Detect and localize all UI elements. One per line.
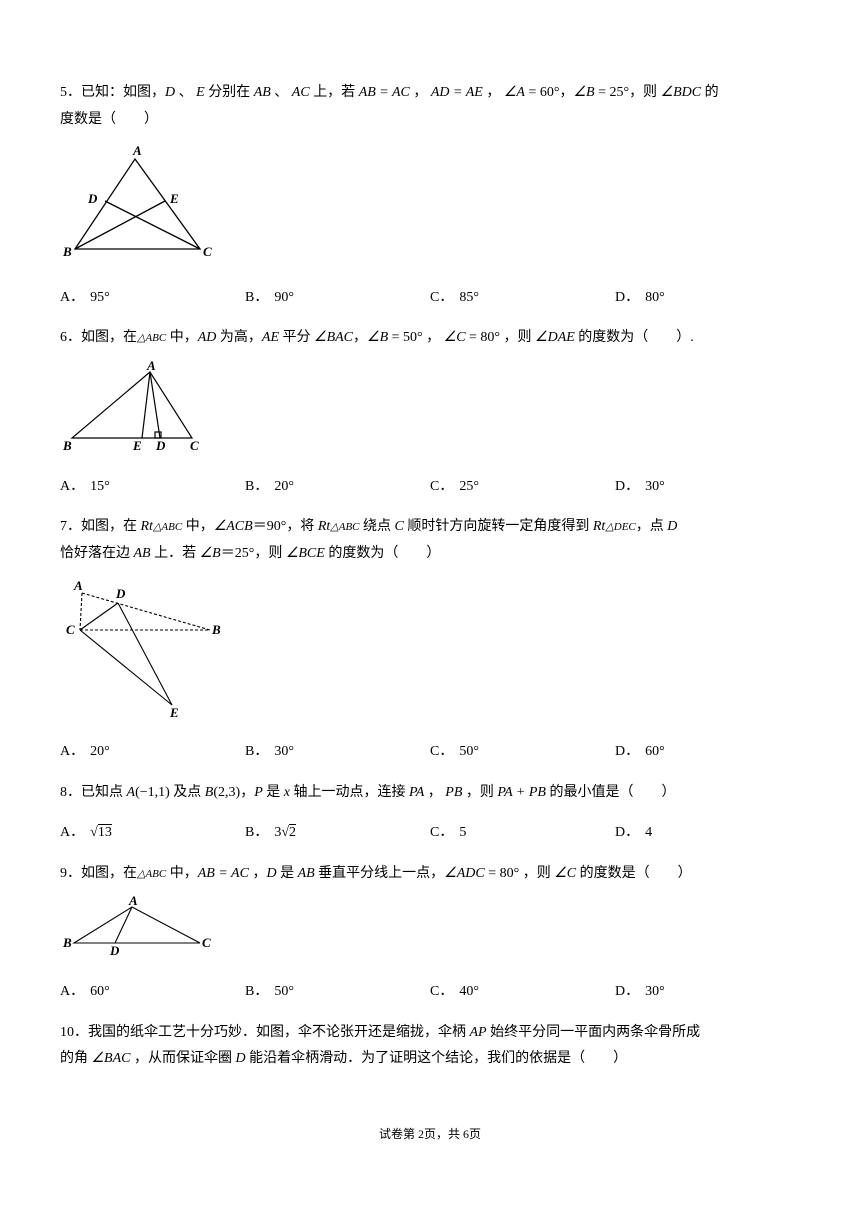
q8-options: A．√13 B．3√2 C．5 D．4 xyxy=(60,820,800,847)
q9-options: A．60° B．50° C．40° D．30° xyxy=(60,979,800,1006)
question-5: 5．已知：如图，D 、 E 分别在 AB 、 AC 上，若 AB = AC ， … xyxy=(60,80,800,133)
q7-rotation-svg: A D B C E xyxy=(60,575,230,720)
svg-text:D: D xyxy=(109,943,120,958)
page-footer: 试卷第 2页，共 6页 xyxy=(60,1123,800,1146)
q6-opt-d: D．30° xyxy=(615,474,800,501)
q7-options: A．20° B．30° C．50° D．60° xyxy=(60,739,800,766)
svg-text:D: D xyxy=(87,191,98,206)
question-6: 6．如图，在△ABC 中，AD 为高，AE 平分 ∠BAC，∠B = 50° ，… xyxy=(60,325,800,352)
q5-line2: 度数是（ ） xyxy=(60,107,800,134)
svg-text:C: C xyxy=(202,935,211,950)
svg-text:A: A xyxy=(128,895,138,908)
q7-opt-b: B．30° xyxy=(245,739,430,766)
svg-text:A: A xyxy=(132,143,142,158)
q7-opt-c: C．50° xyxy=(430,739,615,766)
q6-options: A．15° B．20° C．25° D．30° xyxy=(60,474,800,501)
q5-opt-b: B．90° xyxy=(245,285,430,312)
svg-text:C: C xyxy=(203,244,212,259)
q7-opt-d: D．60° xyxy=(615,739,800,766)
q5-D: D xyxy=(165,85,175,100)
question-9: 9．如图，在△ABC 中，AB = AC ，D 是 AB 垂直平分线上一点，∠A… xyxy=(60,861,800,888)
q9-opt-b: B．50° xyxy=(245,979,430,1006)
svg-text:E: E xyxy=(169,705,179,720)
q8-opt-a: A．√13 xyxy=(60,820,245,847)
svg-text:C: C xyxy=(66,622,75,637)
question-10: 10．我国的纸伞工艺十分巧妙．如图，伞不论张开还是缩拢，伞柄 AP 始终平分同一… xyxy=(60,1020,800,1073)
q5-text: 5．已知：如图， xyxy=(60,85,165,100)
svg-text:D: D xyxy=(115,586,126,601)
q6-opt-c: C．25° xyxy=(430,474,615,501)
q9-opt-d: D．30° xyxy=(615,979,800,1006)
q5-opt-d: D．80° xyxy=(615,285,800,312)
svg-text:B: B xyxy=(62,935,72,950)
question-8: 8．已知点 A(−1,1) 及点 B(2,3)，P 是 x 轴上一动点，连接 P… xyxy=(60,780,800,807)
svg-text:E: E xyxy=(132,438,142,453)
q6-figure: A B C E D xyxy=(60,360,800,466)
svg-text:C: C xyxy=(190,438,199,453)
q8-opt-c: C．5 xyxy=(430,820,615,847)
q9-figure: A B C D xyxy=(60,895,800,971)
q5-triangle-svg: A B C D E xyxy=(60,141,220,266)
q5-E: E xyxy=(196,85,205,100)
q5-opt-a: A．95° xyxy=(60,285,245,312)
svg-text:B: B xyxy=(211,622,221,637)
svg-text:A: A xyxy=(146,360,156,373)
q7-opt-a: A．20° xyxy=(60,739,245,766)
q5-opt-c: C．85° xyxy=(430,285,615,312)
q8-opt-d: D．4 xyxy=(615,820,800,847)
q5-figure: A B C D E xyxy=(60,141,800,277)
q9-opt-a: A．60° xyxy=(60,979,245,1006)
q8-opt-b: B．3√2 xyxy=(245,820,430,847)
svg-text:E: E xyxy=(169,191,179,206)
q9-opt-c: C．40° xyxy=(430,979,615,1006)
svg-text:D: D xyxy=(155,438,166,453)
q7-figure: A D B C E xyxy=(60,575,800,731)
q6-opt-a: A．15° xyxy=(60,474,245,501)
svg-text:B: B xyxy=(62,244,72,259)
svg-text:B: B xyxy=(62,438,72,453)
svg-text:A: A xyxy=(73,578,83,593)
q9-triangle-svg: A B C D xyxy=(60,895,215,960)
q5-options: A．95° B．90° C．85° D．80° xyxy=(60,285,800,312)
q6-opt-b: B．20° xyxy=(245,474,430,501)
question-7: 7．如图，在 Rt△ABC 中，∠ACB＝90°，将 Rt△ABC 绕点 C 顺… xyxy=(60,514,800,567)
q6-triangle-svg: A B C E D xyxy=(60,360,210,455)
